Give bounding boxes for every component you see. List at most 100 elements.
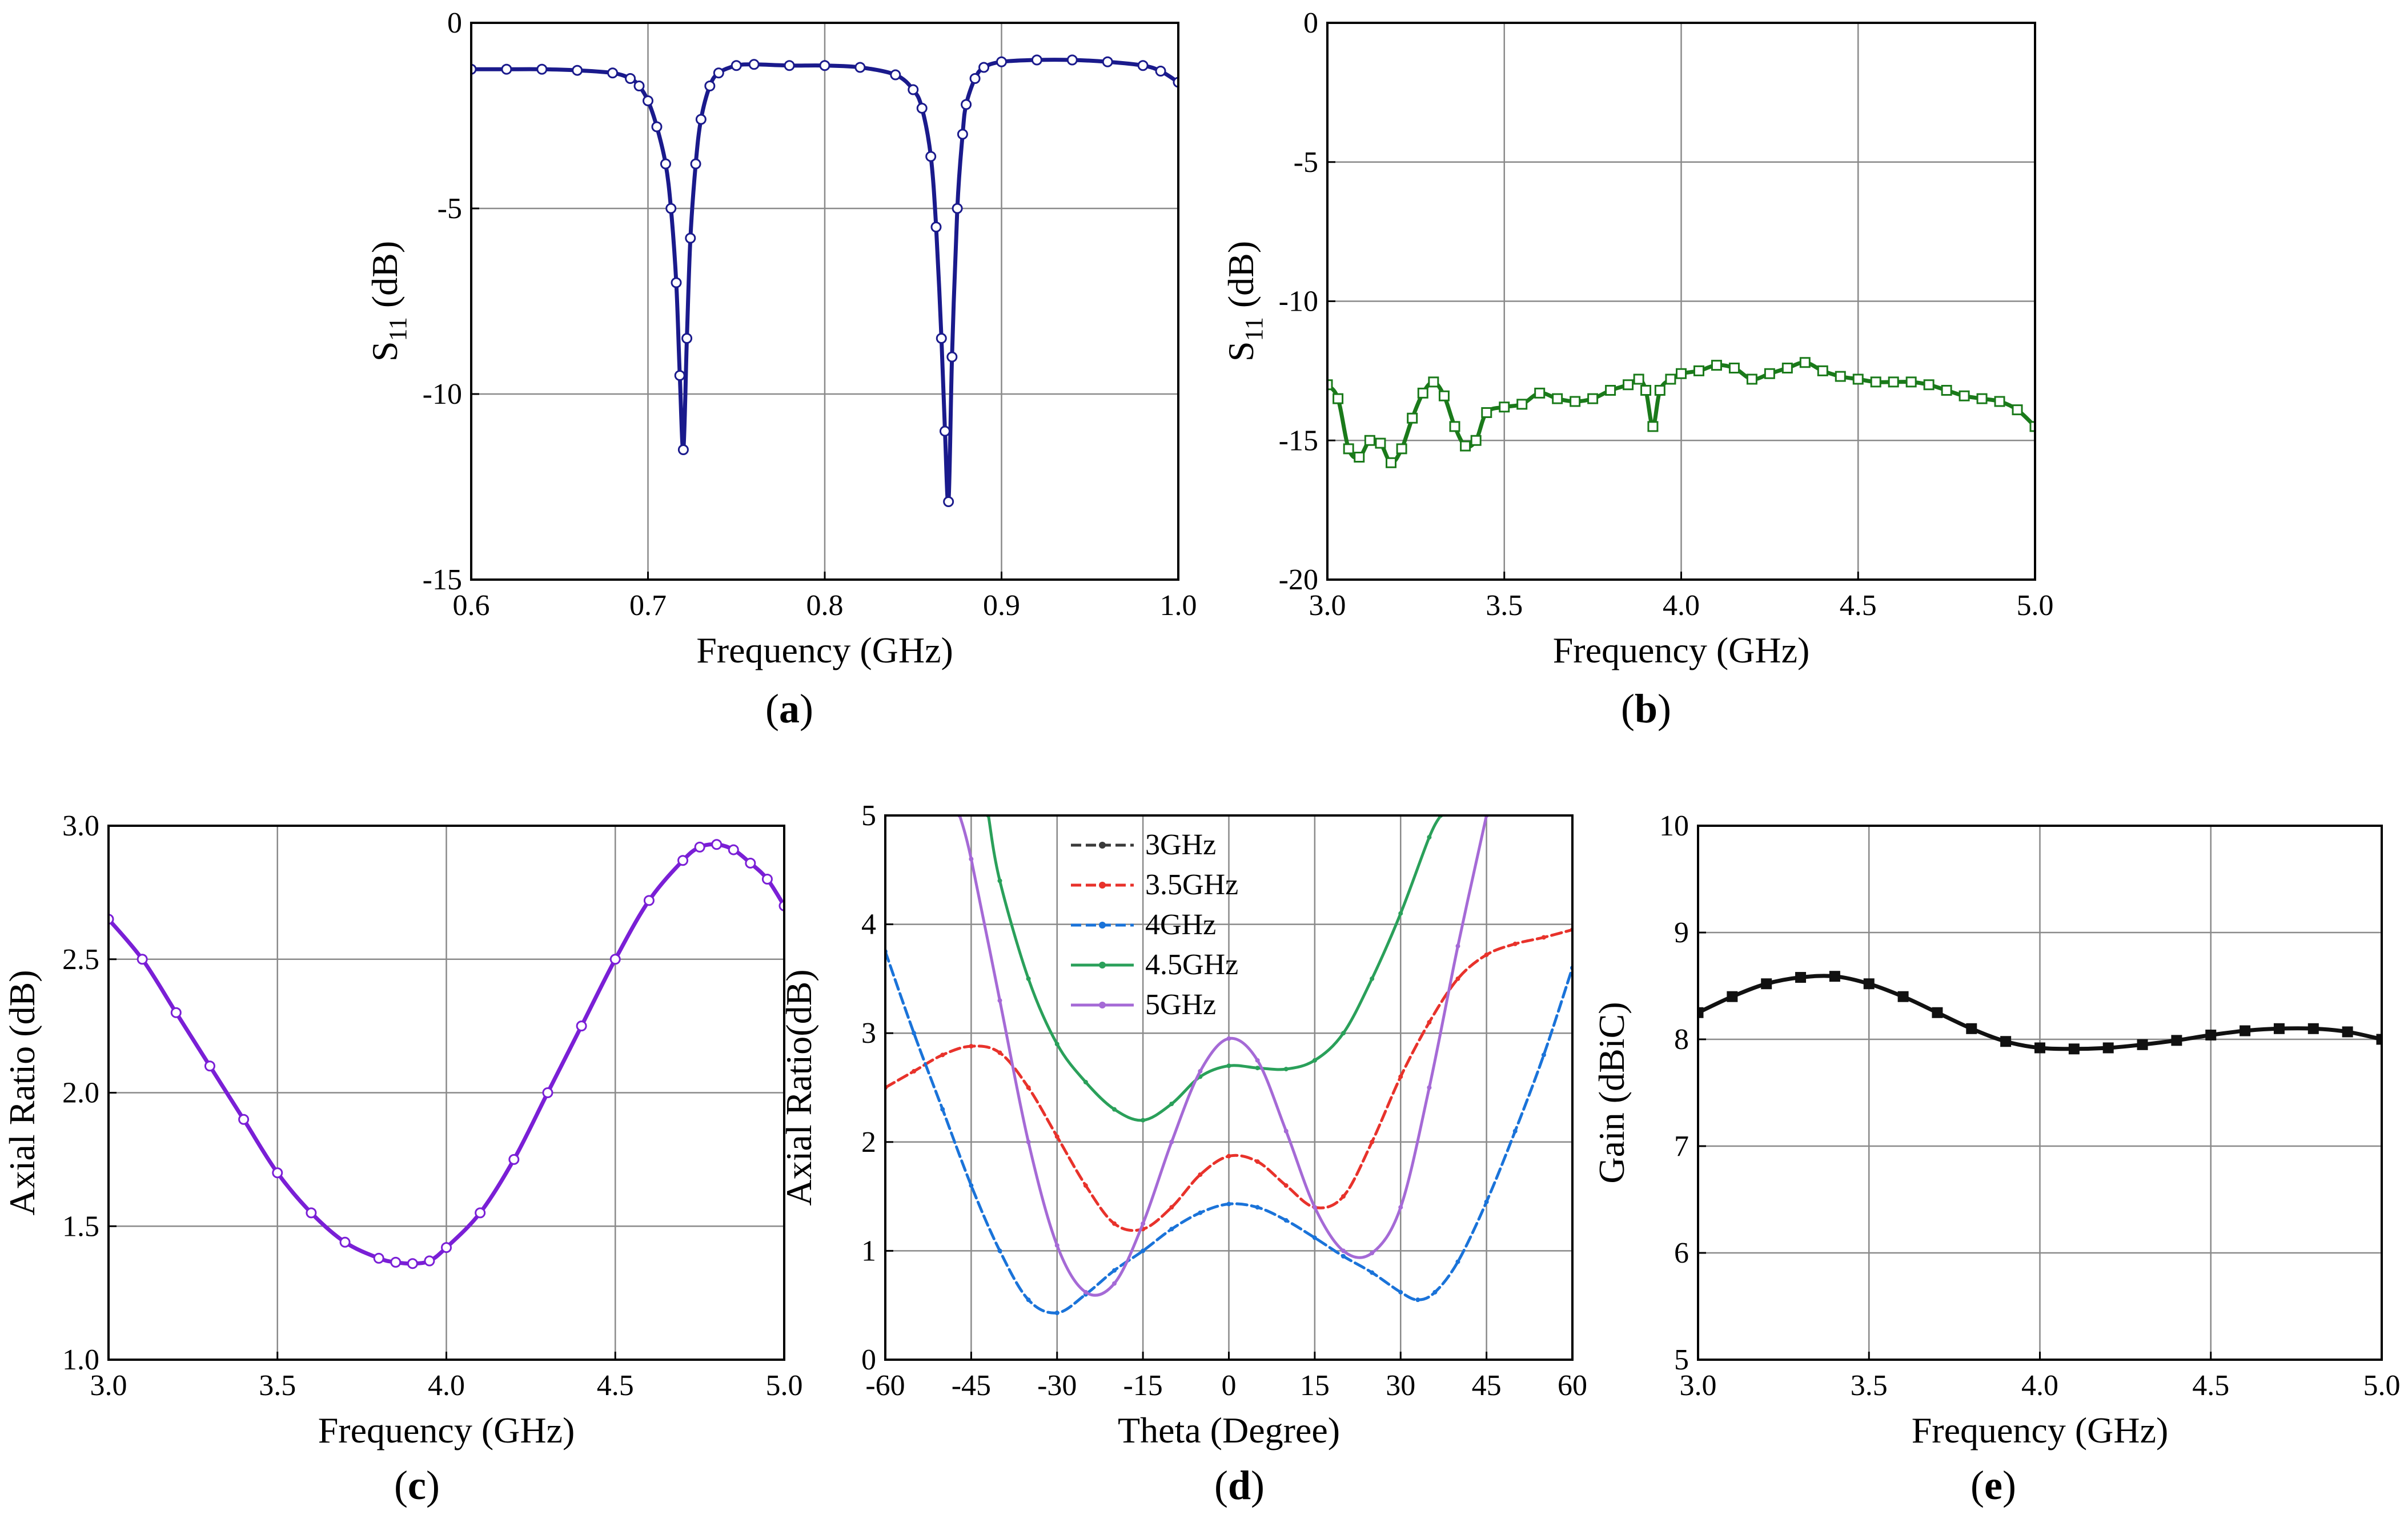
- data-point: [713, 67, 724, 79]
- data-point: [1255, 1066, 1260, 1071]
- data-point: [1455, 1259, 1460, 1264]
- data-point: [1341, 1248, 1346, 1253]
- data-point: [2342, 1026, 2353, 1038]
- series-3-5ghz: [885, 927, 1572, 1232]
- data-point: [2137, 1039, 2148, 1050]
- data-point: [1647, 421, 1659, 432]
- y-tick-label: -5: [1294, 146, 1318, 179]
- data-point: [1941, 385, 1952, 396]
- data-point: [996, 56, 1007, 67]
- x-axis-label: Theta (Degree): [1118, 1410, 1340, 1450]
- y-tick-label: -15: [423, 564, 462, 596]
- data-point: [651, 121, 663, 132]
- x-axis-label: Frequency (GHz): [1912, 1410, 2169, 1450]
- data-point: [1711, 360, 1722, 371]
- data-point: [272, 1167, 283, 1179]
- x-tick-label: 3.5: [259, 1369, 296, 1402]
- chart-b: 3.0 3.5 4.0 4.5 5.0 0 -5 -10 -15 -20 Frequency (GH…: [1221, 7, 2054, 732]
- data-point: [925, 151, 937, 162]
- caption-a: (a): [765, 686, 813, 732]
- data-point: [2034, 1042, 2045, 1054]
- data-point: [1226, 1201, 1231, 1207]
- x-tick-label: 3.5: [1486, 589, 1523, 622]
- data-point: [1343, 443, 1354, 455]
- data-point: [609, 954, 621, 965]
- data-point: [1863, 978, 1875, 990]
- data-point: [1994, 396, 2005, 407]
- x-tick-label: 3.5: [1851, 1369, 1888, 1402]
- plot-frame: [470, 22, 1179, 581]
- data-point: [1169, 1205, 1174, 1210]
- y-tick-label: -10: [423, 378, 462, 411]
- x-tick-label: 5.0: [766, 1369, 803, 1402]
- legend-marker: [1099, 962, 1106, 969]
- data-point: [997, 1050, 1002, 1055]
- data-point: [1432, 1289, 1438, 1295]
- legend-label: 4GHz: [1145, 909, 1216, 941]
- series-s11: [1327, 357, 2035, 468]
- data-point: [2205, 1030, 2217, 1041]
- data-point: [952, 203, 963, 214]
- y-tick-label: 1.5: [62, 1210, 99, 1243]
- data-point: [1198, 1068, 1203, 1074]
- data-point: [407, 1258, 418, 1269]
- series-4ghz: [885, 949, 1572, 1316]
- data-point: [607, 67, 619, 79]
- data-point: [1112, 1107, 1117, 1112]
- y-tick-label: -10: [1279, 286, 1318, 318]
- data-point: [969, 1183, 974, 1188]
- data-point: [1905, 376, 1917, 388]
- data-point: [2307, 1023, 2319, 1034]
- chart-e: 3.0 3.5 4.0 4.5 5.0 5 6 7 8 9 10 Frequency (GHz) Gai…: [1591, 810, 2401, 1508]
- data-point: [424, 1255, 435, 1267]
- data-point: [685, 232, 696, 244]
- data-point: [1415, 1297, 1420, 1303]
- data-point: [1141, 1118, 1146, 1123]
- data-point: [997, 1248, 1002, 1253]
- data-point: [1386, 457, 1397, 468]
- chart-c: 3.0 3.5 4.0 4.5 5.0 1.0 1.5 2.0 2.5 3.0 Frequency …: [2, 810, 803, 1508]
- series-line: [958, 815, 1488, 1297]
- y-tick-label: 10: [1659, 810, 1689, 842]
- data-point: [943, 496, 954, 507]
- x-tick-label: 3.0: [1680, 1369, 1717, 1402]
- data-point: [1481, 407, 1492, 418]
- data-point: [1484, 952, 1489, 957]
- data-point: [1169, 1102, 1174, 1107]
- data-point: [930, 222, 942, 232]
- data-point: [1141, 1221, 1146, 1226]
- data-point: [748, 59, 760, 70]
- data-point: [969, 857, 974, 862]
- y-tick-label: 0: [1303, 7, 1318, 39]
- data-point: [1698, 1007, 1704, 1018]
- data-point: [1398, 1205, 1403, 1210]
- data-point: [1341, 1194, 1346, 1199]
- x-tick-label: 60: [1558, 1369, 1587, 1402]
- y-tick-label: 1: [861, 1235, 876, 1267]
- data-point: [2068, 1043, 2080, 1055]
- y-tick-label: 8: [1674, 1023, 1689, 1056]
- data-point: [643, 895, 655, 906]
- legend-label: 3GHz: [1145, 829, 1216, 861]
- legend-label: 4.5GHz: [1145, 949, 1238, 981]
- x-axis-label: Frequency (GHz): [1553, 630, 1810, 670]
- series-4-5ghz: [986, 815, 1443, 1123]
- data-point: [1112, 1268, 1117, 1273]
- data-point: [1083, 1183, 1088, 1188]
- data-point: [711, 839, 723, 850]
- data-point: [1370, 1251, 1375, 1256]
- x-tick-label: -30: [1037, 1369, 1077, 1402]
- y-tick-label: 3.0: [62, 810, 99, 842]
- chart-a: 0.6 0.7 0.8 0.9 1.0 0 -5 -10 -15 Frequency (GHz) S…: [364, 7, 1197, 732]
- data-point: [576, 1020, 587, 1032]
- data-point: [1370, 1270, 1375, 1275]
- y-tick-label: -5: [438, 192, 462, 225]
- x-tick-label: 15: [1300, 1369, 1330, 1402]
- x-tick-label: 4.5: [2192, 1369, 2229, 1402]
- data-point: [1541, 935, 1546, 940]
- caption-e: (e): [1970, 1462, 2016, 1508]
- data-point: [1829, 971, 1840, 982]
- data-point: [997, 998, 1002, 1003]
- data-point: [1499, 401, 1510, 413]
